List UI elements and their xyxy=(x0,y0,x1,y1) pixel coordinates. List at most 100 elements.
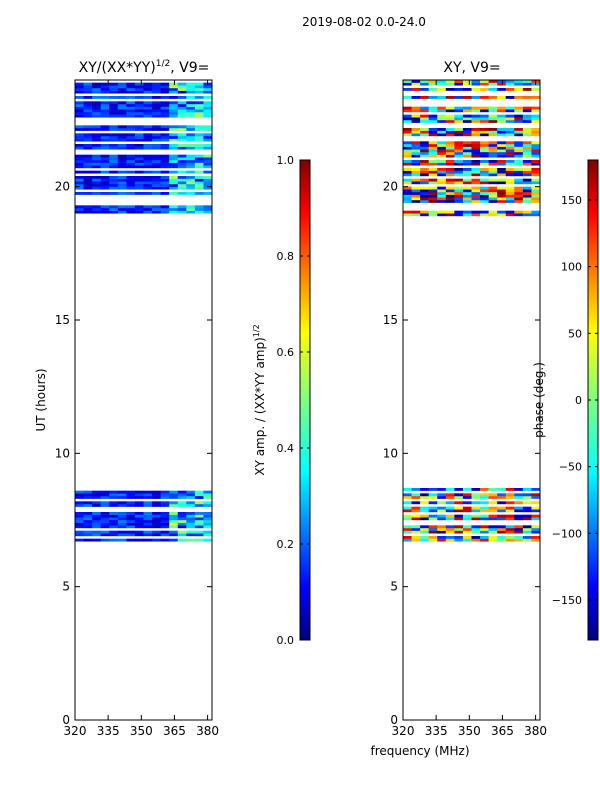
right-heatmap-cell xyxy=(437,152,447,155)
left-heatmap-cell xyxy=(152,138,162,142)
right-heatmap-cell xyxy=(488,141,498,145)
right-heatmap-cell xyxy=(428,133,438,137)
left-heatmap-row xyxy=(75,210,212,214)
right-heatmap-cell xyxy=(437,181,447,185)
left-heatmap-cell xyxy=(83,96,93,99)
right-heatmap-cell xyxy=(497,80,507,83)
right-x-tick-label: 320 xyxy=(392,724,415,738)
left-heatmap-cell xyxy=(92,501,102,505)
left-heatmap-cell xyxy=(160,104,170,107)
right-heatmap-cell xyxy=(403,192,413,195)
right-heatmap-cell xyxy=(445,506,455,510)
right-heatmap-cell xyxy=(522,152,532,155)
right-heatmap-cell xyxy=(445,109,455,113)
left-heatmap-cell xyxy=(194,109,204,113)
left-heatmap-cell xyxy=(203,192,212,195)
right-heatmap-cell xyxy=(480,96,490,99)
right-heatmap-cell xyxy=(480,144,490,147)
right-heatmap-cell xyxy=(480,488,490,491)
right-heatmap-cell xyxy=(505,168,515,171)
right-heatmap-cell xyxy=(531,173,540,177)
right-heatmap-cell xyxy=(522,189,532,193)
left-heatmap-cell xyxy=(194,154,204,158)
left-heatmap-cell xyxy=(92,517,102,521)
left-heatmap-cell xyxy=(203,162,212,166)
right-heatmap-cell xyxy=(403,152,413,155)
right-heatmap-cell xyxy=(462,186,472,190)
right-heatmap-cell xyxy=(445,200,455,203)
left-heatmap-cell xyxy=(152,144,162,147)
left-heatmap-row xyxy=(75,146,212,150)
right-heatmap-cell xyxy=(505,152,515,155)
right-heatmap-cell xyxy=(454,149,464,153)
left-heatmap-cell xyxy=(126,109,136,113)
right-heatmap-cell xyxy=(462,130,472,134)
right-heatmap-cell xyxy=(445,173,455,177)
right-heatmap-cell xyxy=(445,525,455,529)
right-heatmap-cell xyxy=(437,528,447,531)
left-heatmap-cell xyxy=(186,88,196,91)
right-heatmap-cell xyxy=(403,530,413,534)
left-heatmap-cell xyxy=(160,184,170,187)
right-heatmap-cell xyxy=(480,210,490,214)
left-heatmap-row xyxy=(75,85,212,89)
left-heatmap-cell xyxy=(134,496,144,499)
right-heatmap-cell xyxy=(445,186,455,190)
right-heatmap-cell xyxy=(437,488,447,491)
left-heatmap-row xyxy=(75,186,212,190)
left-heatmap-cell xyxy=(194,85,204,89)
right-heatmap-cell xyxy=(522,496,532,499)
right-heatmap-cell xyxy=(471,488,481,491)
right-heatmap-cell xyxy=(428,146,438,150)
left-heatmap-cell xyxy=(169,85,179,89)
right-heatmap-cell xyxy=(411,109,421,113)
left-heatmap-cell xyxy=(100,106,110,110)
right-heatmap-cell xyxy=(437,149,447,153)
right-heatmap-cell xyxy=(428,173,438,177)
left-heatmap-cell xyxy=(160,181,170,185)
right-heatmap-cell xyxy=(462,514,472,518)
right-heatmap-cell xyxy=(505,501,515,505)
left-heatmap-cell xyxy=(143,90,153,94)
right-heatmap-cell xyxy=(403,96,413,99)
left-heatmap-cell xyxy=(92,160,102,163)
right-heatmap-cell xyxy=(471,194,481,198)
right-heatmap-cell xyxy=(480,493,490,497)
right-heatmap-cell xyxy=(514,210,524,214)
left-heatmap-cell xyxy=(134,82,144,86)
left-heatmap-cell xyxy=(152,82,162,86)
left-heatmap-cell xyxy=(177,205,187,209)
right-heatmap-cell xyxy=(420,509,430,513)
left-heatmap-cell xyxy=(203,533,212,537)
right-heatmap-cell xyxy=(462,146,472,150)
right-x-tick-label: 380 xyxy=(524,724,547,738)
left-heatmap-cell xyxy=(83,106,93,110)
right-heatmap-cell xyxy=(445,128,455,131)
right-heatmap-cell xyxy=(514,170,524,174)
right-heatmap-cell xyxy=(514,133,524,137)
left-heatmap-cell xyxy=(186,192,196,195)
left-heatmap-row xyxy=(75,181,212,185)
left-heatmap-cell xyxy=(117,104,127,107)
left-heatmap-cell xyxy=(194,96,204,99)
right-heatmap-cell xyxy=(522,536,532,539)
left-heatmap-row xyxy=(75,501,212,505)
left-heatmap-cell xyxy=(117,520,127,523)
left-heatmap-cell xyxy=(83,205,93,209)
left-heatmap-cell xyxy=(169,525,179,529)
left-heatmap-cell xyxy=(203,512,212,515)
right-heatmap-cell xyxy=(437,192,447,195)
left-panel-title: XY/(XX*YY)1/2, V9= xyxy=(79,59,210,76)
right-heatmap-cell xyxy=(497,128,507,131)
left-heatmap-row xyxy=(75,184,212,187)
right-heatmap-cell xyxy=(471,501,481,505)
left-heatmap-cell xyxy=(203,136,212,139)
left-heatmap-row xyxy=(75,525,212,529)
right-heatmap-cell xyxy=(445,514,455,518)
right-heatmap-cell xyxy=(462,525,472,529)
right-heatmap-cell xyxy=(471,538,481,542)
right-heatmap-cell xyxy=(445,96,455,99)
left-heatmap-cell xyxy=(83,157,93,161)
right-heatmap-cell xyxy=(471,82,481,86)
right-heatmap-cell xyxy=(411,496,421,499)
